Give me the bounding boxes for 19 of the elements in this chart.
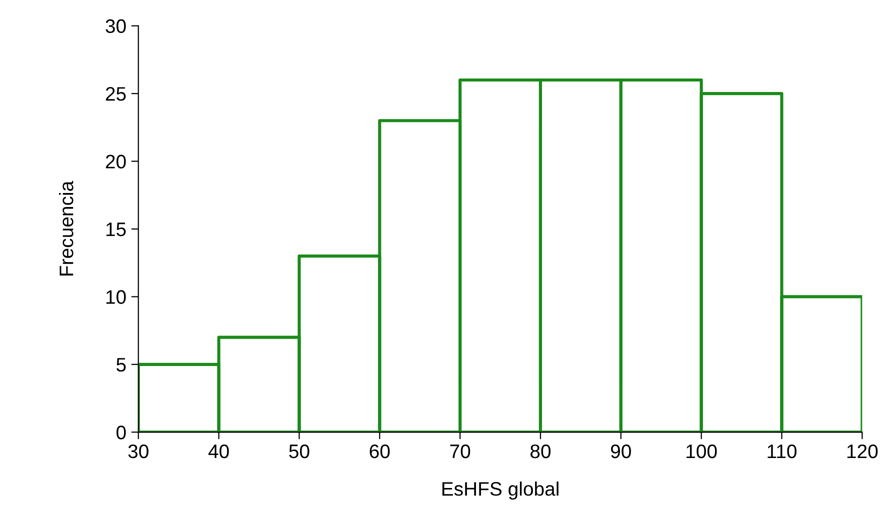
x-axis-title: EsHFS global [442, 482, 558, 500]
x-tick-label: 50 [289, 444, 310, 458]
x-tick-label: 110 [768, 444, 796, 458]
x-tick-label: 100 [686, 444, 717, 458]
y-tick-label: 20 [106, 154, 126, 168]
y-tick-label: 5 [116, 358, 126, 372]
y-tick-label: 30 [106, 19, 126, 34]
x-tick-label: 30 [128, 444, 148, 458]
x-tick-label: 60 [370, 444, 390, 458]
x-tick-label: 90 [611, 444, 631, 458]
y-tick-label: 15 [106, 222, 126, 236]
x-tick-label: 70 [450, 444, 470, 458]
y-tick-label: 10 [106, 290, 126, 304]
y-axis-title: Frecuencia [59, 180, 74, 276]
x-tick-label: 40 [208, 444, 229, 458]
x-tick-label: 120 [847, 444, 878, 458]
x-tick-label: 80 [530, 444, 551, 458]
y-tick-label: 0 [116, 426, 126, 440]
y-tick-label: 25 [106, 87, 126, 101]
